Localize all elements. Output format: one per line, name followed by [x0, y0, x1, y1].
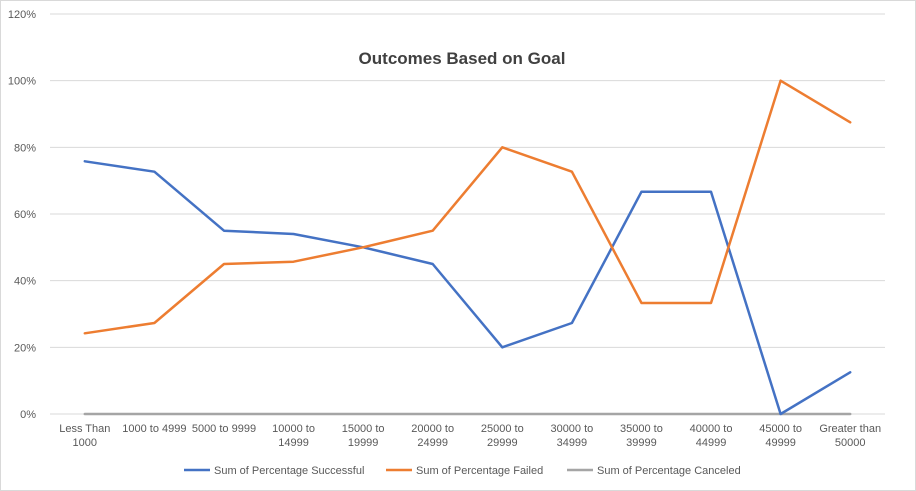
x-tick-label: 5000 to 9999 [192, 423, 256, 435]
y-tick-label: 100% [8, 76, 36, 88]
x-tick-label: 10000 to 14999 [272, 423, 315, 449]
x-tick-label: 20000 to 24999 [411, 423, 454, 449]
x-tick-label: 30000 to 34999 [550, 423, 593, 449]
y-tick-label: 40% [14, 276, 36, 288]
legend-label: Sum of Percentage Successful [214, 465, 364, 477]
legend: Sum of Percentage Successful Sum of Perce… [184, 465, 741, 477]
y-tick-label: 20% [14, 342, 36, 354]
y-tick-label: 60% [14, 209, 36, 221]
series-line [83, 79, 852, 335]
chart-title: Outcomes Based on Goal [359, 49, 566, 68]
gridlines [50, 13, 885, 415]
x-axis-ticks: Less Than 1000 1000 to 4999 5000 to 9999 100… [59, 423, 881, 449]
legend-label: Sum of Percentage Canceled [597, 465, 741, 477]
x-tick-label: 45000 to 49999 [759, 423, 802, 449]
x-tick-label: 25000 to 29999 [481, 423, 524, 449]
x-tick-label: 40000 to 44999 [690, 423, 733, 449]
x-tick-label: 15000 to 19999 [342, 423, 385, 449]
y-tick-label: 120% [8, 9, 36, 21]
x-tick-label: 1000 to 4999 [122, 423, 186, 435]
x-tick-label: Greater than 50000 [819, 423, 881, 449]
y-axis-ticks: 0% 20% 40% 60% 80% 100% 120% [8, 9, 36, 421]
legend-label: Sum of Percentage Failed [416, 465, 543, 477]
y-tick-label: 80% [14, 142, 36, 154]
x-tick-label: Less Than 1000 [59, 423, 110, 449]
series-line [83, 160, 852, 416]
y-tick-label: 0% [20, 409, 36, 421]
series-lines [83, 79, 852, 416]
x-tick-label: 35000 to 39999 [620, 423, 663, 449]
